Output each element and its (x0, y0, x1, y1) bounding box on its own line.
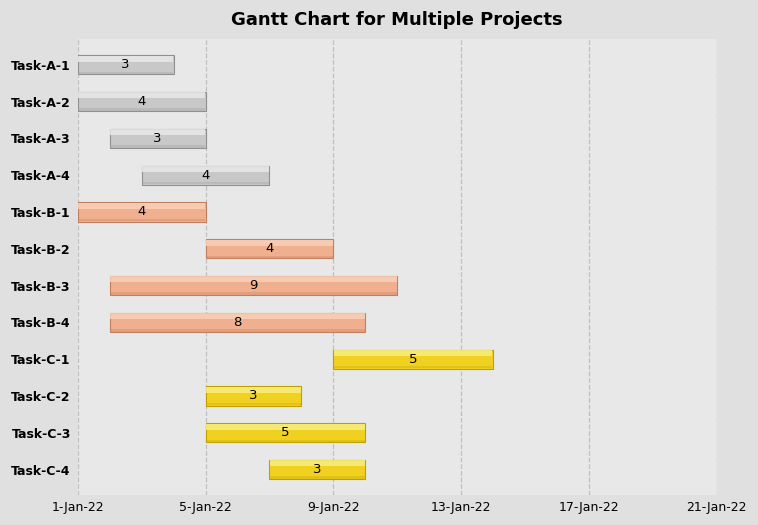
FancyBboxPatch shape (111, 292, 396, 295)
FancyBboxPatch shape (206, 239, 333, 246)
Text: 5: 5 (281, 426, 290, 439)
FancyBboxPatch shape (111, 276, 396, 282)
FancyBboxPatch shape (334, 366, 493, 369)
FancyBboxPatch shape (110, 313, 365, 332)
Text: 5: 5 (409, 353, 418, 366)
FancyBboxPatch shape (110, 276, 397, 295)
Text: 3: 3 (249, 390, 258, 403)
FancyBboxPatch shape (78, 55, 174, 75)
FancyBboxPatch shape (206, 403, 301, 405)
FancyBboxPatch shape (111, 329, 365, 332)
Text: 3: 3 (121, 58, 130, 71)
FancyBboxPatch shape (78, 219, 205, 221)
FancyBboxPatch shape (110, 129, 205, 148)
FancyBboxPatch shape (143, 182, 269, 184)
Text: 8: 8 (233, 316, 242, 329)
FancyBboxPatch shape (111, 313, 365, 319)
Text: 4: 4 (265, 242, 274, 255)
FancyBboxPatch shape (206, 424, 365, 429)
FancyBboxPatch shape (334, 350, 493, 369)
FancyBboxPatch shape (334, 350, 493, 356)
FancyBboxPatch shape (206, 256, 333, 258)
Text: 4: 4 (137, 95, 146, 108)
Text: 3: 3 (313, 463, 321, 476)
FancyBboxPatch shape (206, 439, 365, 442)
FancyBboxPatch shape (78, 203, 205, 222)
FancyBboxPatch shape (142, 165, 269, 185)
FancyBboxPatch shape (78, 203, 205, 209)
FancyBboxPatch shape (78, 72, 173, 74)
FancyBboxPatch shape (78, 109, 205, 111)
Text: 3: 3 (153, 132, 162, 145)
Text: 4: 4 (137, 205, 146, 218)
FancyBboxPatch shape (78, 92, 205, 99)
FancyBboxPatch shape (269, 460, 365, 479)
FancyBboxPatch shape (111, 145, 205, 148)
FancyBboxPatch shape (205, 423, 365, 443)
FancyBboxPatch shape (206, 387, 301, 393)
Text: 9: 9 (249, 279, 258, 292)
FancyBboxPatch shape (270, 460, 365, 467)
FancyBboxPatch shape (205, 239, 334, 258)
Text: 4: 4 (202, 169, 210, 182)
Title: Gantt Chart for Multiple Projects: Gantt Chart for Multiple Projects (231, 11, 563, 29)
FancyBboxPatch shape (143, 166, 269, 172)
FancyBboxPatch shape (78, 56, 173, 61)
FancyBboxPatch shape (205, 386, 302, 405)
FancyBboxPatch shape (111, 129, 205, 135)
FancyBboxPatch shape (78, 92, 205, 111)
FancyBboxPatch shape (270, 477, 365, 479)
